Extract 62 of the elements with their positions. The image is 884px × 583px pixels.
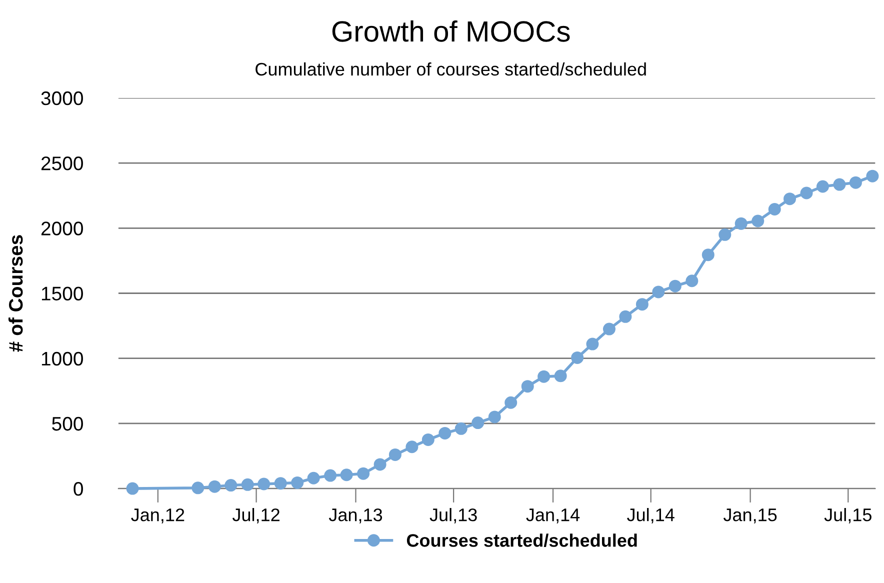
point <box>702 248 714 262</box>
point <box>438 426 452 440</box>
point <box>422 433 434 446</box>
x-tick-label: Jan,14 <box>526 508 580 524</box>
point <box>521 380 534 393</box>
point <box>504 396 518 409</box>
x-tick-label: Jul,12 <box>232 508 280 524</box>
point <box>833 178 846 191</box>
point <box>340 468 353 482</box>
point <box>258 478 270 490</box>
point <box>668 280 682 292</box>
x-tick-label: Jul,15 <box>824 508 872 524</box>
x-tick-label: Jan,15 <box>723 508 777 524</box>
point <box>374 458 386 471</box>
chart-subtitle: Cumulative number of courses started/scheduled <box>256 62 646 76</box>
point <box>208 480 221 493</box>
point <box>800 186 813 200</box>
point <box>768 203 781 216</box>
point <box>619 310 632 323</box>
point <box>554 370 567 382</box>
y-axis-title: # of Courses <box>8 235 23 352</box>
point <box>734 217 748 230</box>
point <box>538 370 550 383</box>
point <box>784 192 796 206</box>
point <box>454 422 468 435</box>
point <box>388 448 402 461</box>
point <box>816 180 829 193</box>
point <box>241 478 254 491</box>
y-tick-label: 2500 <box>41 156 83 170</box>
point <box>357 467 370 480</box>
point <box>718 228 732 241</box>
point <box>586 338 599 350</box>
point <box>307 472 320 484</box>
point <box>291 476 304 489</box>
point <box>192 482 204 494</box>
point <box>488 410 501 424</box>
point <box>866 170 879 182</box>
point <box>472 416 484 430</box>
point <box>126 482 139 495</box>
x-tick-label: Jul,13 <box>430 508 477 524</box>
y-tick-label: 1500 <box>42 286 83 300</box>
point <box>324 469 337 482</box>
point <box>406 440 418 454</box>
chart-title: Growth of MOOCs <box>332 20 570 42</box>
y-tick-label: 3000 <box>41 91 83 106</box>
point <box>224 479 238 492</box>
point <box>571 351 584 364</box>
point <box>849 176 862 189</box>
x-tick-label: Jul,14 <box>627 508 674 524</box>
point <box>274 477 287 490</box>
y-tick-label: 0 <box>74 482 83 496</box>
y-tick-label: 500 <box>52 416 83 431</box>
point <box>636 298 648 311</box>
x-tick-label: Jan,12 <box>131 508 184 524</box>
y-tick-label: 1000 <box>42 352 83 366</box>
point <box>652 286 665 298</box>
x-tick-label: Jan,13 <box>328 508 382 524</box>
y-tick-label: 2000 <box>41 222 83 236</box>
point <box>602 322 616 336</box>
point <box>686 274 698 288</box>
legend-label: Courses started/scheduled <box>406 534 637 548</box>
point <box>752 214 764 228</box>
